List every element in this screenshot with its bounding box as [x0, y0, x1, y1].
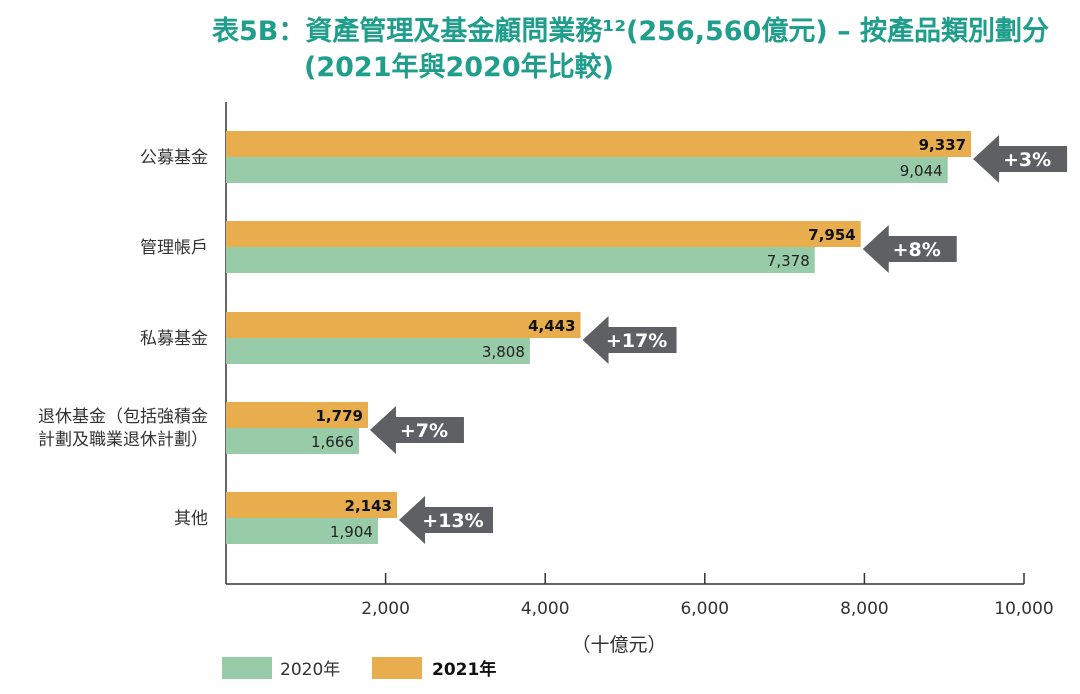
bar-2020	[226, 338, 530, 364]
bar-2021	[226, 312, 581, 338]
bar-2021	[226, 402, 368, 428]
change-arrow-icon	[369, 406, 464, 454]
change-arrow-icon	[399, 496, 494, 544]
bar-2020	[226, 518, 378, 544]
category-label: 計劃及職業退休計劃）	[38, 430, 208, 450]
bar-2021	[226, 492, 398, 518]
chart-title: 表5B：資產管理及基金顧問業務¹²(256,560億元) – 按產品類別劃分 (…	[212, 14, 1072, 86]
change-percent-label: +3%	[1003, 149, 1051, 171]
bar-2020-label: 9,044	[900, 162, 943, 180]
bar-2021-label: 7,954	[808, 226, 855, 244]
change-percent-label: +17%	[606, 330, 667, 352]
category-label: 公募基金	[140, 148, 208, 168]
change-percent-label: +8%	[893, 239, 941, 261]
change-arrow-icon	[582, 316, 677, 364]
x-tick-label: 2,000	[361, 599, 410, 619]
bar-2020-label: 3,808	[482, 343, 525, 361]
x-tick-label: 6,000	[680, 599, 729, 619]
x-tick-label: 4,000	[521, 599, 570, 619]
bar-2020-label: 1,904	[330, 523, 373, 541]
bar-2021	[226, 221, 861, 247]
x-axis-title: （十億元）	[571, 634, 666, 656]
x-tick-label: 8,000	[840, 599, 889, 619]
bar-2020-label: 1,666	[311, 433, 354, 451]
category-label: 管理帳戶	[140, 238, 208, 258]
legend-swatch-2020	[222, 657, 272, 679]
bar-2021-label: 2,143	[345, 497, 392, 515]
bar-2021	[226, 131, 972, 157]
legend-swatch-2021	[372, 657, 422, 679]
chart-title-line1: 表5B：資產管理及基金顧問業務¹²(256,560億元) – 按產品類別劃分	[212, 16, 1049, 47]
change-percent-label: +7%	[400, 420, 448, 442]
category-label: 退休基金（包括強積金	[38, 407, 208, 427]
change-percent-label: +13%	[422, 510, 483, 532]
bar-2021-label: 4,443	[528, 317, 575, 335]
bar-2020	[226, 157, 948, 183]
bar-2020-label: 7,378	[767, 252, 810, 270]
category-label: 私募基金	[140, 329, 208, 349]
change-arrow-icon	[862, 225, 957, 273]
legend-label-2021: 2021年	[432, 659, 496, 680]
bar-2020	[226, 428, 359, 454]
legend-label-2020: 2020年	[280, 660, 340, 680]
change-arrow-icon	[973, 135, 1068, 183]
bar-2021-label: 9,337	[919, 136, 966, 154]
chart-title-line2: (2021年與2020年比較)	[304, 52, 614, 83]
x-tick-label: 10,000	[994, 599, 1053, 619]
bar-2020	[226, 247, 815, 273]
category-label: 其他	[174, 509, 208, 529]
bar-2021-label: 1,779	[316, 407, 363, 425]
